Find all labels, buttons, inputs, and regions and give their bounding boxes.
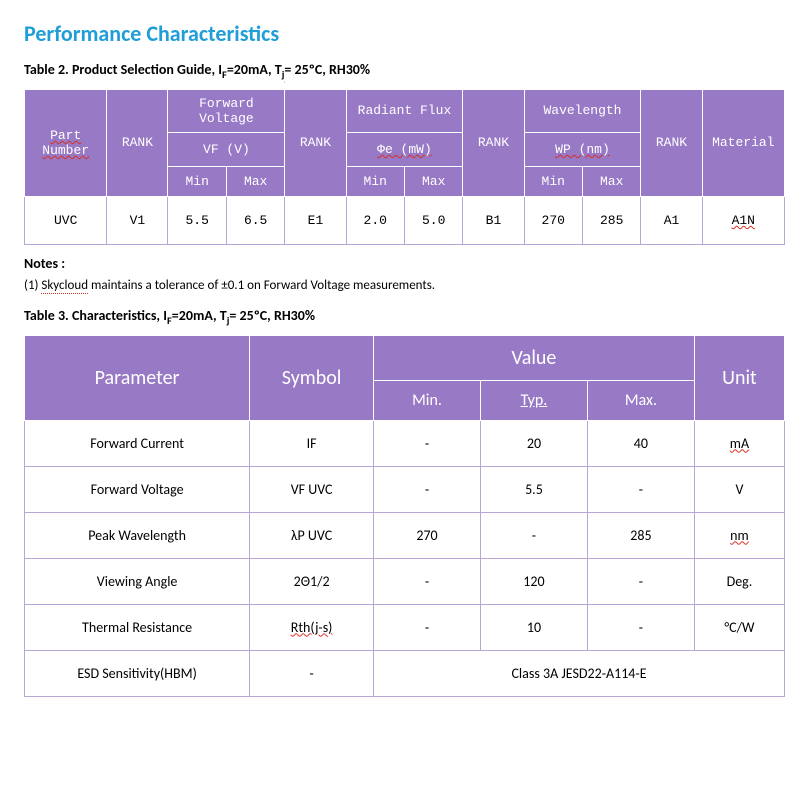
cell-max: -	[587, 558, 694, 604]
cell-rank-a: A1	[641, 196, 702, 244]
th-phi-e: Φe (mW)	[346, 132, 463, 166]
th-min: Min.	[374, 380, 481, 420]
th-part-number: Part Number	[25, 89, 107, 196]
cell-unit: V	[694, 466, 784, 512]
cell-min: -	[374, 604, 481, 650]
th-wavelength: Wavelength	[524, 89, 641, 132]
th-vf-v: VF (V)	[168, 132, 285, 166]
cell-symbol: VF UVC	[250, 466, 374, 512]
cell-parameter: Thermal Resistance	[25, 604, 250, 650]
th-typ: Typ.	[480, 380, 587, 420]
cell-vf-min: 5.5	[168, 196, 226, 244]
notes-label: Notes :	[24, 255, 785, 272]
th-rank-4: RANK	[641, 89, 702, 196]
cell-max: 40	[587, 420, 694, 466]
table-row: UVC V1 5.5 6.5 E1 2.0 5.0 B1 270 285 A1 …	[25, 196, 785, 244]
note-1: (1) Skycloud maintains a tolerance of ±0…	[24, 278, 785, 293]
table-row: Peak WavelengthλP UVC270-285nm	[25, 512, 785, 558]
cell-parameter: Viewing Angle	[25, 558, 250, 604]
cell-parameter: Forward Current	[25, 420, 250, 466]
cell-max: -	[587, 466, 694, 512]
section-title: Performance Characteristics	[24, 20, 785, 47]
th-max: Max.	[587, 380, 694, 420]
th-vf-min: Min	[168, 166, 226, 196]
cell-vf-max: 6.5	[226, 196, 284, 244]
th-phi-max: Max	[404, 166, 462, 196]
cell-typ: -	[480, 512, 587, 558]
th-forward-voltage: Forward Voltage	[168, 89, 285, 132]
cell-symbol: Rth(j-s)	[250, 604, 374, 650]
table2-caption: Table 2. Product Selection Guide, IF=20m…	[24, 61, 785, 81]
cell-max: 285	[587, 512, 694, 558]
th-vf-max: Max	[226, 166, 284, 196]
th-symbol: Symbol	[250, 335, 374, 420]
th-phi-min: Min	[346, 166, 404, 196]
th-rank-1: RANK	[107, 89, 168, 196]
cell-part: UVC	[25, 196, 107, 244]
table-row: Forward CurrentIF-2040mA	[25, 420, 785, 466]
th-wp-min: Min	[524, 166, 582, 196]
table-row: ESD Sensitivity(HBM)-Class 3A JESD22-A11…	[25, 650, 785, 696]
th-wp-max: Max	[582, 166, 640, 196]
cell-min: -	[374, 420, 481, 466]
th-material: Material	[702, 89, 784, 196]
table-row: Thermal ResistanceRth(j-s)-10-°C/W	[25, 604, 785, 650]
cell-value-merged: Class 3A JESD22-A114-E	[374, 650, 785, 696]
cell-parameter: Peak Wavelength	[25, 512, 250, 558]
cell-unit: Deg.	[694, 558, 784, 604]
cell-wp-min: 270	[524, 196, 582, 244]
cell-symbol: 2Θ1/2	[250, 558, 374, 604]
cell-typ: 20	[480, 420, 587, 466]
cell-typ: 5.5	[480, 466, 587, 512]
cell-phi-max: 5.0	[404, 196, 462, 244]
cell-rank-v: V1	[107, 196, 168, 244]
th-radiant-flux: Radiant Flux	[346, 89, 463, 132]
cell-phi-min: 2.0	[346, 196, 404, 244]
cell-symbol: IF	[250, 420, 374, 466]
th-wp-nm: WP (nm)	[524, 132, 641, 166]
cell-max: -	[587, 604, 694, 650]
cell-min: 270	[374, 512, 481, 558]
th-value: Value	[374, 335, 695, 380]
cell-wp-max: 285	[582, 196, 640, 244]
table-row: Forward VoltageVF UVC-5.5-V	[25, 466, 785, 512]
th-parameter: Parameter	[25, 335, 250, 420]
th-unit: Unit	[694, 335, 784, 420]
cell-typ: 120	[480, 558, 587, 604]
cell-material: A1N	[702, 196, 784, 244]
cell-min: -	[374, 558, 481, 604]
cell-rank-b: B1	[463, 196, 524, 244]
cell-min: -	[374, 466, 481, 512]
table3-characteristics: Parameter Symbol Value Unit Min. Typ. Ma…	[24, 335, 785, 697]
cell-typ: 10	[480, 604, 587, 650]
table3-caption: Table 3. Characteristics, IF=20mA, Tj= 2…	[24, 307, 785, 327]
cell-rank-e: E1	[285, 196, 346, 244]
table2-product-selection: Part Number RANK Forward Voltage RANK Ra…	[24, 89, 785, 245]
th-rank-2: RANK	[285, 89, 346, 196]
cell-parameter: Forward Voltage	[25, 466, 250, 512]
cell-parameter: ESD Sensitivity(HBM)	[25, 650, 250, 696]
cell-symbol: -	[250, 650, 374, 696]
cell-symbol: λP UVC	[250, 512, 374, 558]
cell-unit: nm	[694, 512, 784, 558]
cell-unit: mA	[694, 420, 784, 466]
cell-unit: °C/W	[694, 604, 784, 650]
th-rank-3: RANK	[463, 89, 524, 196]
table-row: Viewing Angle2Θ1/2-120-Deg.	[25, 558, 785, 604]
